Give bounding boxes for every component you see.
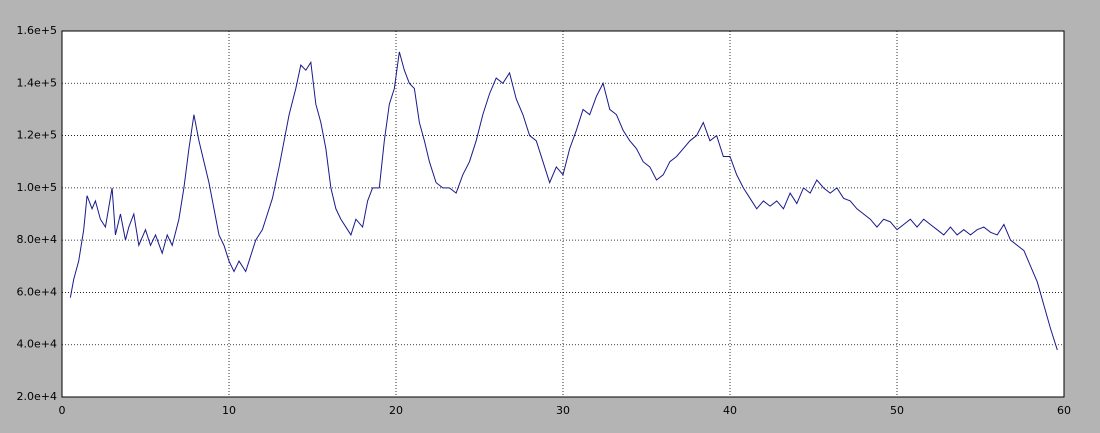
y-tick-label: 1.6e+5 bbox=[17, 24, 57, 37]
y-tick-label: 1.0e+5 bbox=[17, 181, 57, 194]
x-tick-label: 20 bbox=[389, 404, 403, 417]
x-tick-label: 10 bbox=[222, 404, 236, 417]
y-tick-label: 8.0e+4 bbox=[17, 233, 57, 246]
x-tick-label: 0 bbox=[59, 404, 66, 417]
data-line bbox=[69, 51, 1058, 351]
x-tick-label: 40 bbox=[723, 404, 737, 417]
y-tick-label: 2.0e+4 bbox=[17, 390, 57, 403]
y-tick-label: 1.2e+5 bbox=[17, 129, 57, 142]
y-tick-label: 6.0e+4 bbox=[17, 285, 57, 298]
x-tick-label: 30 bbox=[556, 404, 570, 417]
y-tick-label: 4.0e+4 bbox=[17, 338, 57, 351]
x-tick-label: 50 bbox=[890, 404, 904, 417]
x-tick-label: 60 bbox=[1057, 404, 1071, 417]
y-tick-label: 1.4e+5 bbox=[17, 76, 57, 89]
